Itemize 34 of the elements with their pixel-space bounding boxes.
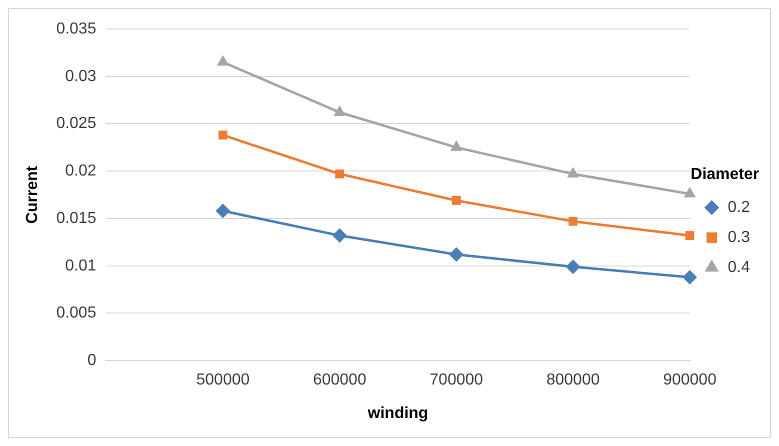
x-tick-label: 800000 xyxy=(546,372,600,389)
x-axis-title: winding xyxy=(366,404,428,422)
legend-label: 0.2 xyxy=(728,199,750,216)
y-tick-label: 0.025 xyxy=(56,115,96,132)
point xyxy=(332,228,346,242)
legend-title: Diameter xyxy=(690,166,760,183)
x-tick-label: 600000 xyxy=(312,372,366,389)
point xyxy=(566,260,580,274)
legend-label: 0.3 xyxy=(728,229,750,246)
point xyxy=(216,204,230,218)
y-tick-label: 0.03 xyxy=(65,68,96,85)
y-tick-label: 0 xyxy=(87,352,96,370)
point xyxy=(684,188,695,198)
point xyxy=(335,170,344,178)
point xyxy=(451,142,462,151)
point xyxy=(334,106,345,116)
point xyxy=(568,168,578,178)
point xyxy=(683,270,697,284)
y-tick-label: 0.005 xyxy=(56,304,96,322)
y-tick-label: 0.035 xyxy=(56,20,96,38)
point xyxy=(218,130,228,140)
y-axis-title: Current xyxy=(24,165,42,224)
x-tick-label: 500000 xyxy=(196,372,250,389)
point xyxy=(450,248,464,262)
y-tick-label: 0.015 xyxy=(56,210,96,227)
x-tick-label: 900000 xyxy=(663,372,717,389)
y-tick-label: 0.01 xyxy=(65,257,96,274)
point xyxy=(452,196,461,205)
point xyxy=(568,216,578,226)
x-tick-label: 700000 xyxy=(430,372,484,389)
point xyxy=(685,231,694,240)
y-tick-label: 0.02 xyxy=(65,162,96,180)
legend-label: 0.4 xyxy=(728,259,750,276)
point xyxy=(218,56,228,66)
